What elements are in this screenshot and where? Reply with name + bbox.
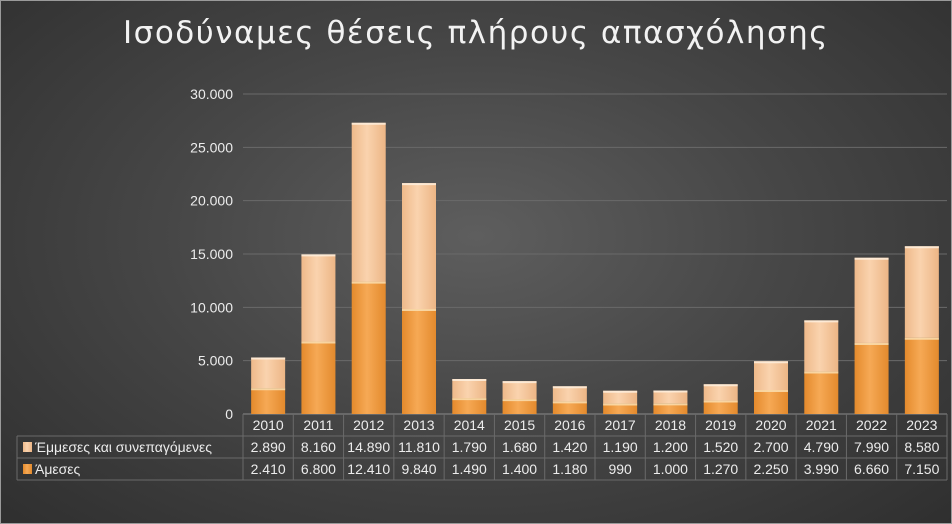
bar-direct-2015: [502, 399, 537, 414]
data-label: 1.000: [653, 461, 688, 477]
bar-indirect-2023: [904, 246, 939, 338]
data-label: 2.890: [251, 439, 286, 455]
bar-indirect-2017: [603, 390, 638, 404]
gridlines: [243, 93, 947, 415]
data-label: 6.800: [301, 461, 336, 477]
bar-direct-2016: [552, 401, 587, 414]
chart-title: Ισοδύναμες θέσεις πλήρους απασχόλησης: [123, 15, 829, 51]
data-label: 6.660: [854, 461, 889, 477]
data-label: 8.160: [301, 439, 336, 455]
bar-indirect-2013: [402, 183, 436, 310]
bar-indirect-2015: [502, 381, 537, 400]
x-tick-label: 2013: [403, 417, 434, 433]
bar-direct-2012: [351, 281, 386, 414]
data-label: 8.580: [904, 439, 939, 455]
data-label: 1.190: [603, 439, 638, 455]
data-label: 2.250: [753, 461, 788, 477]
data-label: 1.680: [502, 439, 537, 455]
bar-indirect-2016: [552, 386, 587, 402]
data-label: 1.420: [552, 439, 587, 455]
bar-indirect-2022: [854, 257, 889, 343]
x-tick-label: 2023: [906, 417, 937, 433]
bar-direct-2020: [754, 390, 788, 414]
y-tick-label: 20.000: [190, 193, 233, 209]
bar-direct-2017: [603, 403, 638, 414]
data-label: 1.200: [653, 439, 688, 455]
y-axis: 0 5.000 10.000 15.000 20.000 25.000 30.000: [190, 86, 233, 422]
x-tick-label: 2017: [605, 417, 636, 433]
bar-direct-2013: [402, 309, 436, 414]
data-label: 1.400: [502, 461, 537, 477]
x-tick-label: 2022: [856, 417, 887, 433]
y-tick-label: 0: [225, 406, 233, 422]
bar-indirect-2018: [653, 390, 688, 404]
x-tick-label: 2015: [504, 417, 535, 433]
data-label: 3.990: [804, 461, 839, 477]
data-label: 990: [608, 461, 632, 477]
data-label: 1.490: [452, 461, 487, 477]
x-tick-label: 2014: [454, 417, 485, 433]
x-tick-label: 2011: [303, 417, 333, 433]
x-tick-label: 2021: [806, 417, 837, 433]
bars: [251, 122, 939, 414]
bar-indirect-2014: [452, 379, 487, 399]
data-label: 7.990: [854, 439, 889, 455]
y-tick-label: 10.000: [190, 299, 233, 315]
legend-label: Έμμεσες και συνεπαγόμενες: [34, 439, 212, 455]
data-label: 2.700: [753, 439, 788, 455]
data-label: 2.410: [251, 461, 286, 477]
bar-direct-2010: [251, 388, 286, 414]
y-tick-label: 30.000: [190, 86, 233, 102]
data-label: 11.810: [398, 439, 440, 455]
bar-direct-2021: [804, 371, 839, 414]
y-tick-label: 15.000: [190, 246, 233, 262]
x-tick-label: 2010: [253, 417, 284, 433]
legend-key: [23, 464, 32, 474]
data-label: 1.790: [452, 439, 487, 455]
data-label: 9.840: [401, 461, 436, 477]
y-tick-label: 5.000: [198, 353, 233, 369]
x-tick-label: 2012: [353, 417, 384, 433]
data-label: 7.150: [904, 461, 939, 477]
legend-key: [23, 442, 32, 452]
x-tick-label: 2018: [655, 417, 686, 433]
data-label: 14.890: [347, 439, 390, 455]
legend-label: Άμεσες: [35, 461, 81, 477]
data-label: 4.790: [804, 439, 839, 455]
bar-indirect-2021: [804, 320, 839, 372]
data-label: 1.520: [703, 439, 738, 455]
bar-indirect-2012: [351, 122, 386, 282]
bar-indirect-2011: [301, 254, 336, 342]
y-tick-label: 25.000: [190, 139, 233, 155]
bar-direct-2018: [653, 403, 688, 414]
data-label: 1.180: [552, 461, 587, 477]
data-label: 12.410: [347, 461, 390, 477]
x-tick-label: 2016: [554, 417, 585, 433]
bar-direct-2011: [301, 341, 336, 414]
bar-indirect-2020: [754, 361, 788, 390]
bar-direct-2014: [452, 398, 487, 414]
data-table: 2010 2011 2012 2013 2014 2015 2016 2017 2018 2019…: [16, 414, 948, 481]
data-label: 1.270: [703, 461, 738, 477]
bar-direct-2022: [854, 342, 889, 414]
bar-indirect-2019: [703, 384, 738, 401]
x-tick-label: 2020: [755, 417, 786, 433]
bar-direct-2019: [703, 400, 738, 414]
x-tick-label: 2019: [705, 417, 736, 433]
bar-direct-2023: [904, 337, 939, 414]
bar-indirect-2010: [251, 357, 286, 389]
